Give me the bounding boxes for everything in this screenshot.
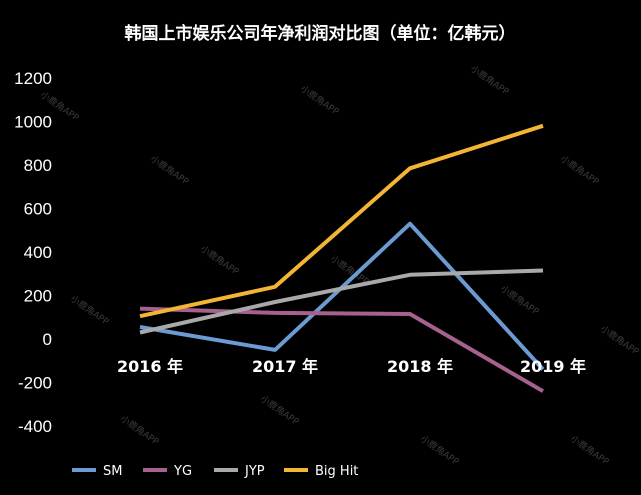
series-lines — [139, 123, 545, 393]
legend-label: Big Hit — [315, 464, 358, 479]
y-tick-label: -200 — [18, 374, 52, 393]
x-tick-label: 2017 年 — [252, 357, 318, 376]
y-tick-label: 600 — [24, 200, 52, 219]
y-tick-label: 800 — [24, 156, 52, 175]
y-tick-label: 1000 — [14, 113, 52, 132]
legend-label: SM — [103, 464, 122, 479]
series-line-yg — [139, 306, 545, 393]
legend: SM YG JYP Big Hit — [72, 464, 358, 479]
chart-title: 韩国上市娱乐公司年净利润对比图（单位：亿韩元） — [125, 23, 516, 44]
series-line-big-hit — [139, 123, 544, 319]
x-tick-label: 2019 年 — [520, 357, 586, 376]
legend-item: SM — [72, 464, 122, 479]
y-axis-tick-labels: 1200 1000 800 600 400 200 0 -200 -400 — [14, 69, 52, 436]
y-tick-label: 0 — [43, 330, 52, 349]
x-axis-tick-labels: 2016 年 2017 年 2018 年 2019 年 — [117, 357, 586, 376]
legend-label: JYP — [244, 464, 265, 479]
y-tick-label: -400 — [18, 417, 52, 436]
legend-item: JYP — [214, 464, 265, 479]
x-tick-label: 2016 年 — [117, 357, 183, 376]
y-tick-label: 400 — [24, 243, 52, 262]
series-line-jyp — [139, 268, 544, 335]
x-tick-label: 2018 年 — [387, 357, 453, 376]
legend-item: YG — [143, 464, 192, 479]
legend-item: Big Hit — [284, 464, 358, 479]
y-tick-label: 1200 — [14, 69, 52, 88]
y-tick-label: 200 — [24, 287, 52, 306]
legend-label: YG — [173, 464, 192, 479]
